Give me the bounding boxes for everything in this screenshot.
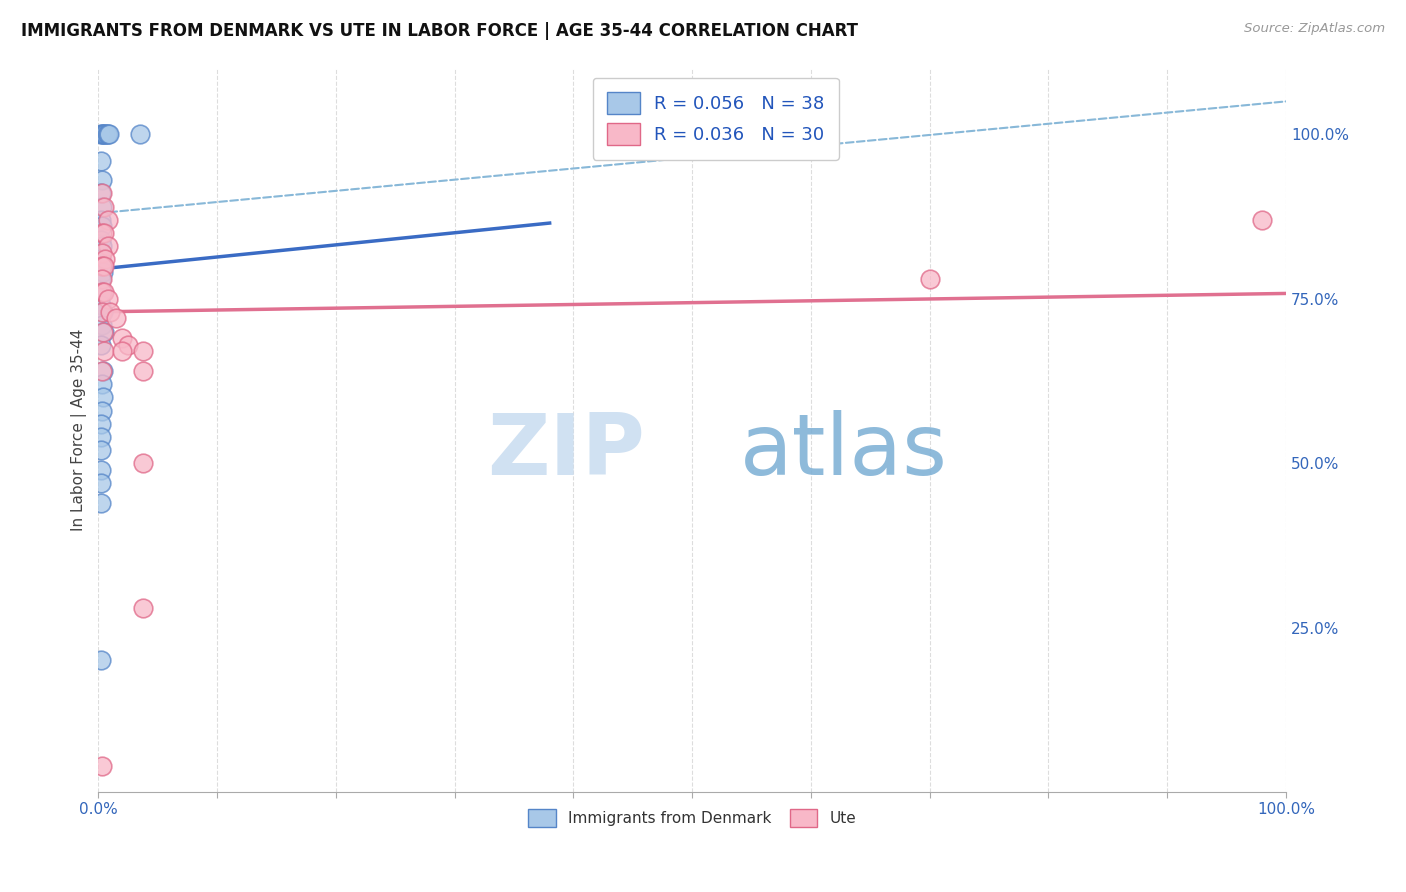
Text: atlas: atlas	[740, 410, 948, 493]
Point	[98, 128, 121, 142]
Point	[90, 377, 112, 392]
Point	[90, 430, 112, 444]
Point	[93, 128, 115, 142]
Point	[111, 344, 134, 359]
Point	[90, 417, 112, 431]
Point	[98, 305, 121, 319]
Point	[129, 128, 152, 142]
Point	[90, 285, 112, 299]
Point	[97, 239, 120, 253]
Point	[132, 456, 155, 470]
Text: ZIP: ZIP	[486, 410, 644, 493]
Point	[90, 200, 112, 214]
Point	[90, 226, 112, 240]
Point	[90, 495, 112, 509]
Point	[132, 600, 155, 615]
Point	[97, 128, 120, 142]
Point	[90, 475, 112, 490]
Text: IMMIGRANTS FROM DENMARK VS UTE IN LABOR FORCE | AGE 35-44 CORRELATION CHART: IMMIGRANTS FROM DENMARK VS UTE IN LABOR …	[21, 22, 858, 40]
Point	[93, 344, 115, 359]
Point	[90, 219, 112, 234]
Point	[90, 245, 112, 260]
Point	[90, 173, 112, 187]
Point	[94, 252, 117, 267]
Point	[90, 442, 112, 457]
Point	[97, 212, 120, 227]
Point	[90, 298, 112, 312]
Point	[90, 305, 112, 319]
Point	[90, 128, 112, 142]
Point	[93, 325, 115, 339]
Y-axis label: In Labor Force | Age 35-44: In Labor Force | Age 35-44	[72, 329, 87, 532]
Legend: Immigrants from Denmark, Ute: Immigrants from Denmark, Ute	[520, 801, 863, 835]
Point	[1251, 212, 1274, 227]
Point	[918, 272, 941, 286]
Point	[91, 390, 114, 404]
Point	[94, 128, 117, 142]
Point	[90, 337, 112, 351]
Point	[111, 331, 134, 345]
Point	[97, 292, 120, 306]
Point	[90, 153, 112, 168]
Point	[132, 364, 155, 378]
Point	[90, 272, 112, 286]
Point	[90, 463, 112, 477]
Point	[91, 325, 114, 339]
Point	[90, 128, 112, 142]
Point	[93, 285, 115, 299]
Point	[91, 128, 114, 142]
Point	[132, 344, 155, 359]
Point	[90, 259, 112, 273]
Point	[91, 305, 114, 319]
Point	[93, 259, 115, 273]
Point	[90, 186, 112, 201]
Point	[90, 212, 112, 227]
Point	[90, 758, 112, 772]
Point	[90, 233, 112, 247]
Point	[90, 364, 112, 378]
Point	[91, 265, 114, 279]
Point	[91, 364, 114, 378]
Point	[90, 653, 112, 667]
Point	[96, 128, 118, 142]
Point	[90, 403, 112, 417]
Point	[90, 239, 112, 253]
Point	[90, 318, 112, 332]
Point	[90, 285, 112, 299]
Point	[90, 252, 112, 267]
Text: Source: ZipAtlas.com: Source: ZipAtlas.com	[1244, 22, 1385, 36]
Point	[93, 226, 115, 240]
Point	[90, 186, 112, 201]
Point	[90, 259, 112, 273]
Point	[117, 337, 139, 351]
Point	[105, 311, 128, 326]
Point	[93, 200, 115, 214]
Point	[90, 272, 112, 286]
